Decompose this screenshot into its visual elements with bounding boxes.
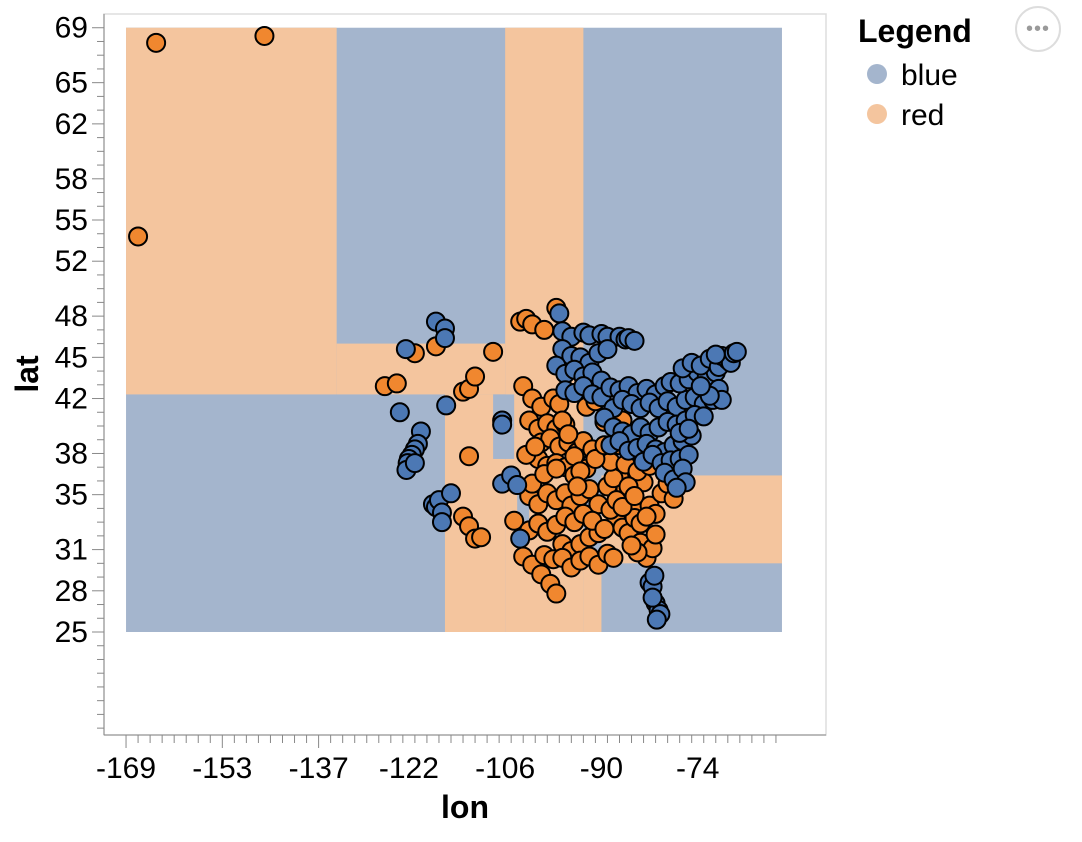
y-tick-label: 45 bbox=[55, 341, 88, 374]
point-red-1 bbox=[254, 25, 275, 46]
point-red-130 bbox=[645, 524, 666, 545]
y-tick-label: 65 bbox=[55, 67, 88, 100]
point-red-19 bbox=[534, 319, 555, 340]
point-red-10 bbox=[483, 341, 504, 362]
y-tick-label: 35 bbox=[55, 479, 88, 512]
point-red-2 bbox=[128, 226, 149, 247]
ellipsis-icon: ••• bbox=[1025, 17, 1050, 40]
point-red-108 bbox=[585, 448, 606, 469]
point-red-127 bbox=[624, 486, 645, 507]
point-blue-19 bbox=[440, 483, 461, 504]
point-red-135 bbox=[546, 458, 567, 479]
point-blue-42 bbox=[597, 339, 618, 360]
point-red-9 bbox=[465, 366, 486, 387]
point-blue-25 bbox=[510, 528, 531, 549]
point-blue-124 bbox=[705, 344, 726, 365]
y-tick-label: 62 bbox=[55, 108, 88, 141]
point-red-11 bbox=[459, 446, 480, 467]
point-red-117 bbox=[567, 476, 588, 497]
legend-title: Legend bbox=[858, 13, 972, 49]
y-tick-label: 25 bbox=[55, 616, 88, 649]
point-red-137 bbox=[525, 436, 546, 457]
x-tick-label: -169 bbox=[96, 752, 156, 785]
y-tick-label: 48 bbox=[55, 300, 88, 333]
point-blue-36 bbox=[624, 330, 645, 351]
x-tick-label: -122 bbox=[379, 752, 439, 785]
x-tick-label: -106 bbox=[475, 752, 535, 785]
region-red-1 bbox=[126, 27, 337, 395]
x-axis: -169 -153 -137 -122 -106 -90 -74 bbox=[96, 734, 826, 785]
point-blue-2 bbox=[434, 328, 455, 349]
y-tick-label: 31 bbox=[55, 534, 88, 567]
y-tick-label: 28 bbox=[55, 575, 88, 608]
point-blue-96 bbox=[678, 418, 699, 439]
point-red-50 bbox=[504, 510, 525, 531]
legend-label-red: red bbox=[901, 99, 944, 132]
point-red-0 bbox=[146, 32, 167, 53]
data-points bbox=[128, 25, 747, 630]
x-tick-label: -137 bbox=[289, 752, 349, 785]
x-tick-label: -90 bbox=[580, 752, 623, 785]
point-blue-18 bbox=[431, 512, 452, 533]
decision-regions bbox=[126, 27, 782, 632]
point-red-73 bbox=[603, 547, 624, 568]
actions-menu-button[interactable]: ••• bbox=[1015, 6, 1061, 52]
y-tick-label: 58 bbox=[55, 163, 88, 196]
point-blue-84 bbox=[693, 406, 714, 427]
point-red-64 bbox=[546, 583, 567, 604]
legend-swatch-red bbox=[867, 104, 887, 124]
point-red-129 bbox=[636, 506, 657, 527]
point-blue-107 bbox=[666, 477, 687, 498]
point-blue-13 bbox=[436, 395, 457, 416]
point-red-4 bbox=[386, 373, 407, 394]
y-axis: 25 28 31 35 38 42 45 48 52 55 58 62 65 69 bbox=[55, 12, 105, 735]
y-tick-label: 55 bbox=[55, 204, 88, 237]
legend: Legend blue red bbox=[858, 13, 972, 132]
point-blue-3 bbox=[395, 339, 416, 360]
point-blue-12 bbox=[404, 453, 425, 474]
point-blue-137 bbox=[646, 609, 667, 630]
point-red-114 bbox=[558, 424, 579, 445]
y-axis-title: lat bbox=[9, 355, 45, 393]
legend-swatch-blue bbox=[867, 64, 887, 84]
x-tick-label: -74 bbox=[676, 752, 719, 785]
point-red-15 bbox=[471, 527, 492, 548]
point-blue-135 bbox=[642, 587, 663, 608]
point-red-132 bbox=[621, 535, 642, 556]
point-blue-123 bbox=[726, 341, 747, 362]
y-tick-label: 38 bbox=[55, 437, 88, 470]
x-tick-label: -153 bbox=[192, 752, 252, 785]
point-red-122 bbox=[594, 519, 615, 539]
point-blue-24 bbox=[507, 475, 528, 496]
point-blue-129 bbox=[690, 376, 711, 397]
y-tick-label: 52 bbox=[55, 245, 88, 278]
point-blue-26 bbox=[549, 303, 570, 324]
point-blue-21 bbox=[492, 414, 513, 435]
y-tick-label: 42 bbox=[55, 383, 88, 416]
x-axis-title: lon bbox=[441, 789, 489, 825]
point-blue-4 bbox=[389, 402, 410, 423]
point-blue-136 bbox=[644, 565, 665, 586]
legend-label-blue: blue bbox=[901, 59, 958, 92]
region-red-5 bbox=[583, 563, 602, 632]
y-tick-label: 69 bbox=[55, 12, 88, 45]
